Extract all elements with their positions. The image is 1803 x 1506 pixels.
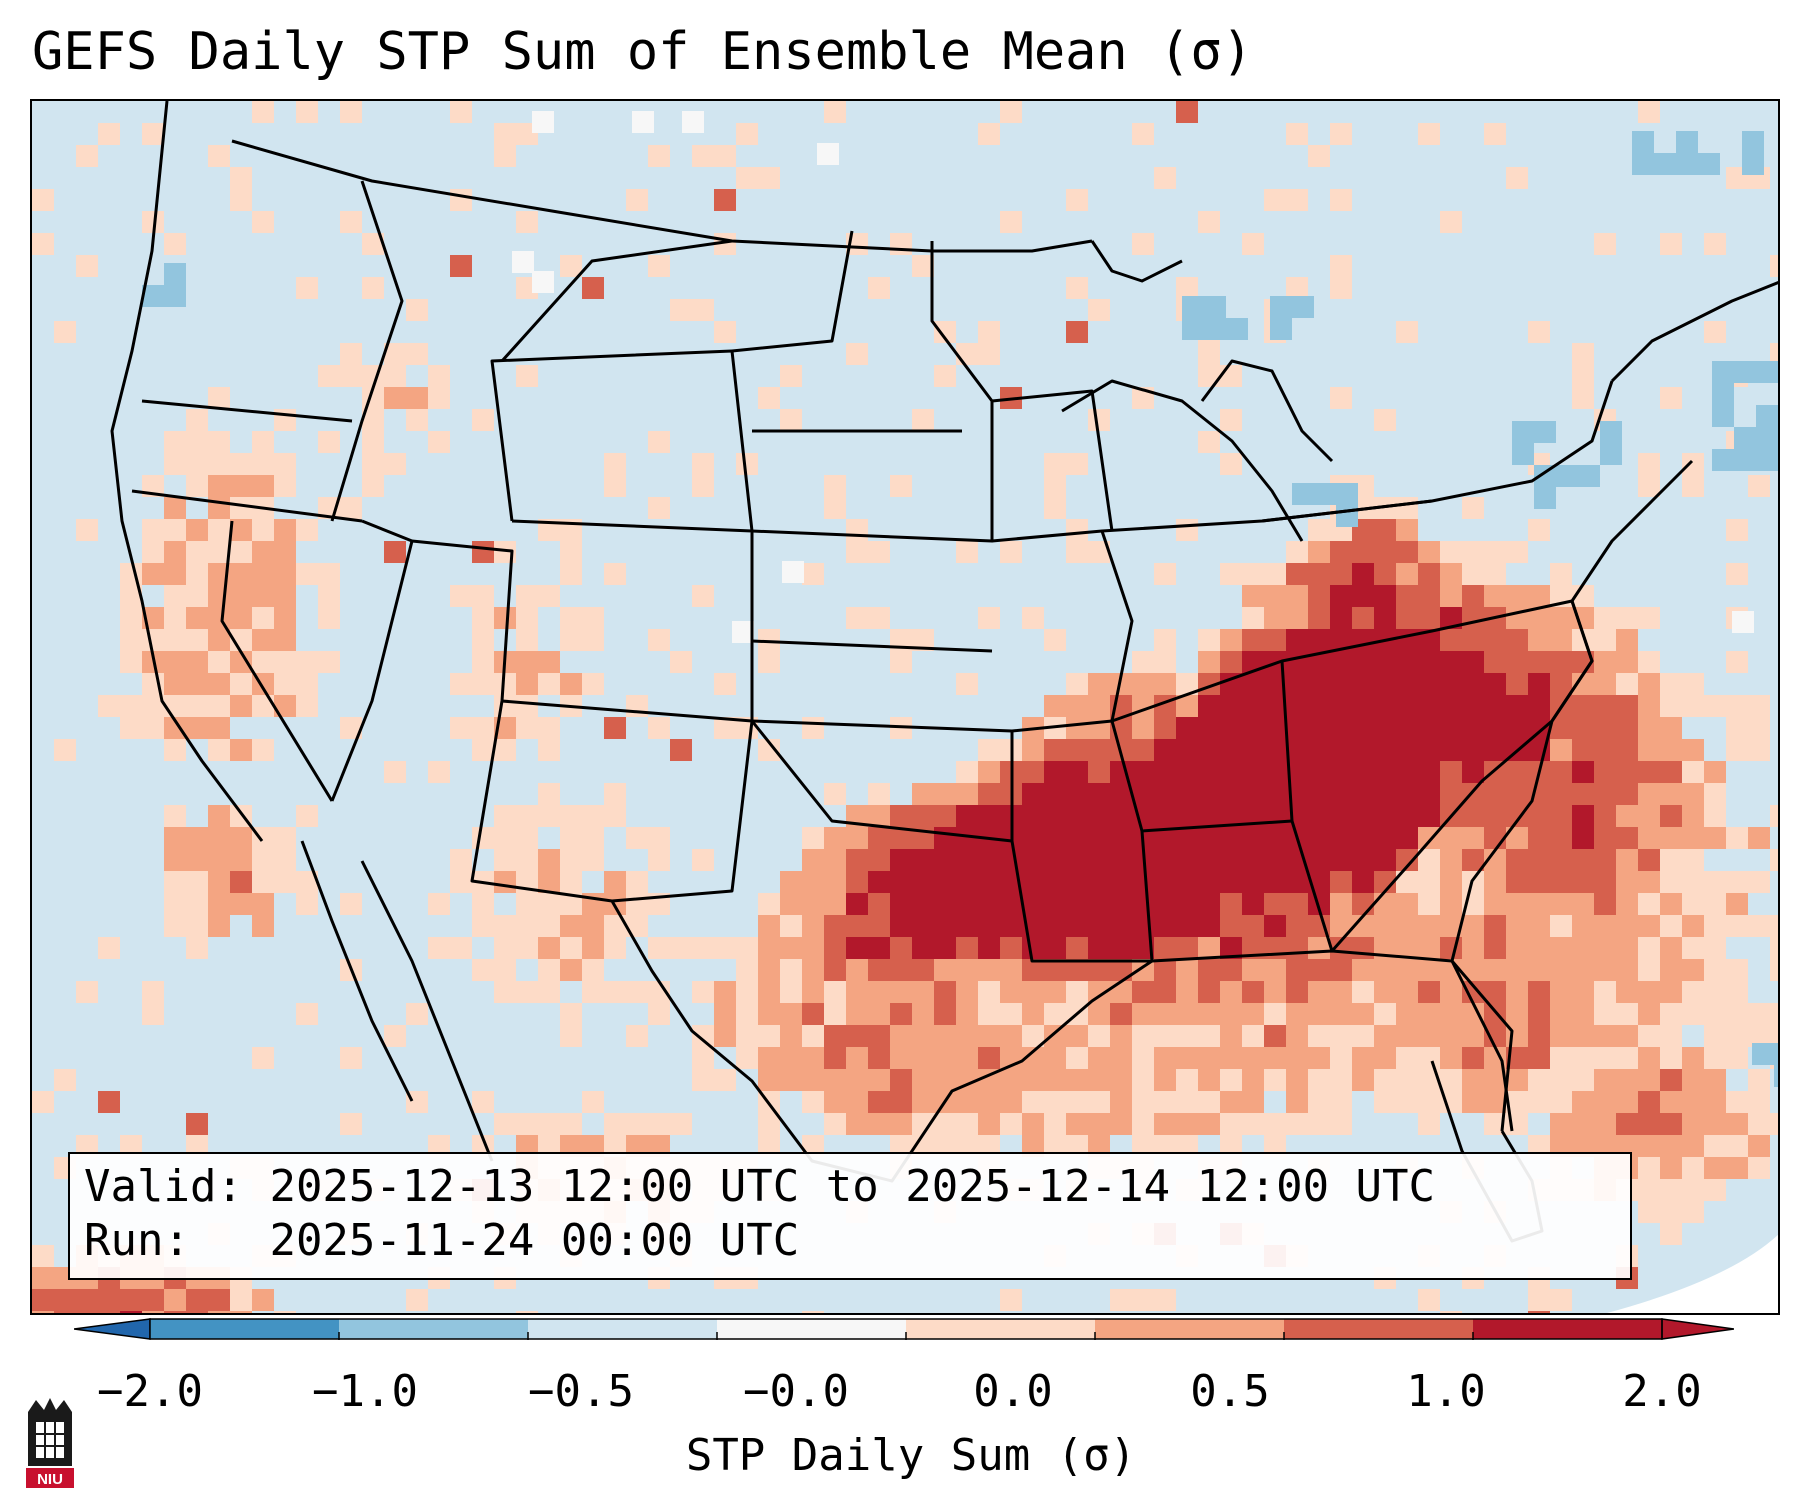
colorbar-tick-5: 0.0: [973, 1366, 1053, 1417]
boundary-line-3: [1090, 240, 1183, 283]
boundary-line-6: [330, 180, 404, 522]
boundary-line-26: [1280, 660, 1294, 822]
boundary-line-5: [131, 489, 363, 523]
colorbar-segment-3: [528, 1319, 718, 1339]
run-value: 2025-11-24 00:00 UTC: [269, 1215, 800, 1266]
boundary-line-1: [110, 101, 264, 842]
run-label: Run:: [84, 1215, 190, 1266]
colorbar-segment-7: [1284, 1319, 1474, 1339]
colorbar-extend-low: [74, 1318, 151, 1340]
boundary-line-31: [1101, 499, 1433, 533]
boundary-line-23: [1010, 840, 1152, 963]
boundary-line-8: [330, 519, 414, 802]
boundary-line-20: [750, 720, 1014, 843]
colorbar-tick-4: −0.0: [743, 1366, 849, 1417]
boundary-line-27: [1111, 599, 1573, 723]
boundary-line-32: [1061, 379, 1304, 542]
colorbar-segment-5: [906, 1319, 1096, 1339]
boundary-line-11: [490, 349, 754, 532]
valid-run-box: Valid: 2025-12-13 12:00 UTC to 2025-12-1…: [68, 1152, 1632, 1280]
colorbar-tick-1: −2.0: [97, 1366, 203, 1417]
colorbar-tick-6: 0.5: [1190, 1366, 1270, 1417]
stp-grid-cells: [32, 101, 1778, 1313]
boundary-line-34: [1450, 600, 1594, 1132]
valid-label: Valid:: [84, 1161, 243, 1212]
colorbar-tick-2: −1.0: [312, 1366, 418, 1417]
colorbar: [74, 1318, 1734, 1340]
niu-logo: NIU: [26, 1398, 74, 1488]
boundary-line-33: [1200, 359, 1334, 463]
boundary-line-39: [300, 840, 414, 1102]
boundary-line-7: [220, 520, 334, 802]
colorbar-segment-1: [150, 1319, 340, 1339]
boundary-line-13: [731, 230, 854, 353]
boundary-line-21: [991, 529, 1134, 733]
boundary-line-19: [611, 720, 754, 903]
map-title: GEFS Daily STP Sum of Ensemble Mean (σ): [32, 22, 1253, 82]
colorbar-label: STP Daily Sum (σ): [685, 1430, 1137, 1481]
boundary-line-4: [141, 399, 353, 423]
boundary-line-17: [751, 719, 1013, 733]
valid-value: 2025-12-13 12:00 UTC to 2025-12-14 12:00…: [269, 1161, 1436, 1212]
colorbar-tick-3: −0.5: [528, 1366, 634, 1417]
boundary-line-36: [1610, 280, 1778, 383]
stp-anomaly-map: [32, 101, 1778, 1313]
map-panel: [30, 99, 1780, 1315]
colorbar-segment-2: [339, 1319, 529, 1339]
colorbar-segment-8: [1473, 1319, 1663, 1339]
colorbar-tick-7: 1.0: [1406, 1366, 1486, 1417]
boundary-line-12: [500, 239, 733, 363]
boundary-line-18: [470, 700, 1153, 1183]
svg-text:NIU: NIU: [37, 1471, 63, 1488]
colorbar-tick-8: 2.0: [1622, 1366, 1702, 1417]
boundary-line-9: [411, 539, 514, 702]
boundary-line-38: [360, 860, 494, 1162]
colorbar-segment-6: [1095, 1319, 1285, 1339]
colorbar-extend-high: [1661, 1318, 1734, 1340]
boundary-line-16: [751, 639, 993, 653]
boundary-line-35: [1570, 459, 1694, 602]
colorbar-segment-4: [717, 1319, 907, 1339]
boundary-line-22: [991, 389, 1114, 532]
state-borders: [110, 101, 1778, 1243]
boundary-line-10: [501, 519, 754, 723]
